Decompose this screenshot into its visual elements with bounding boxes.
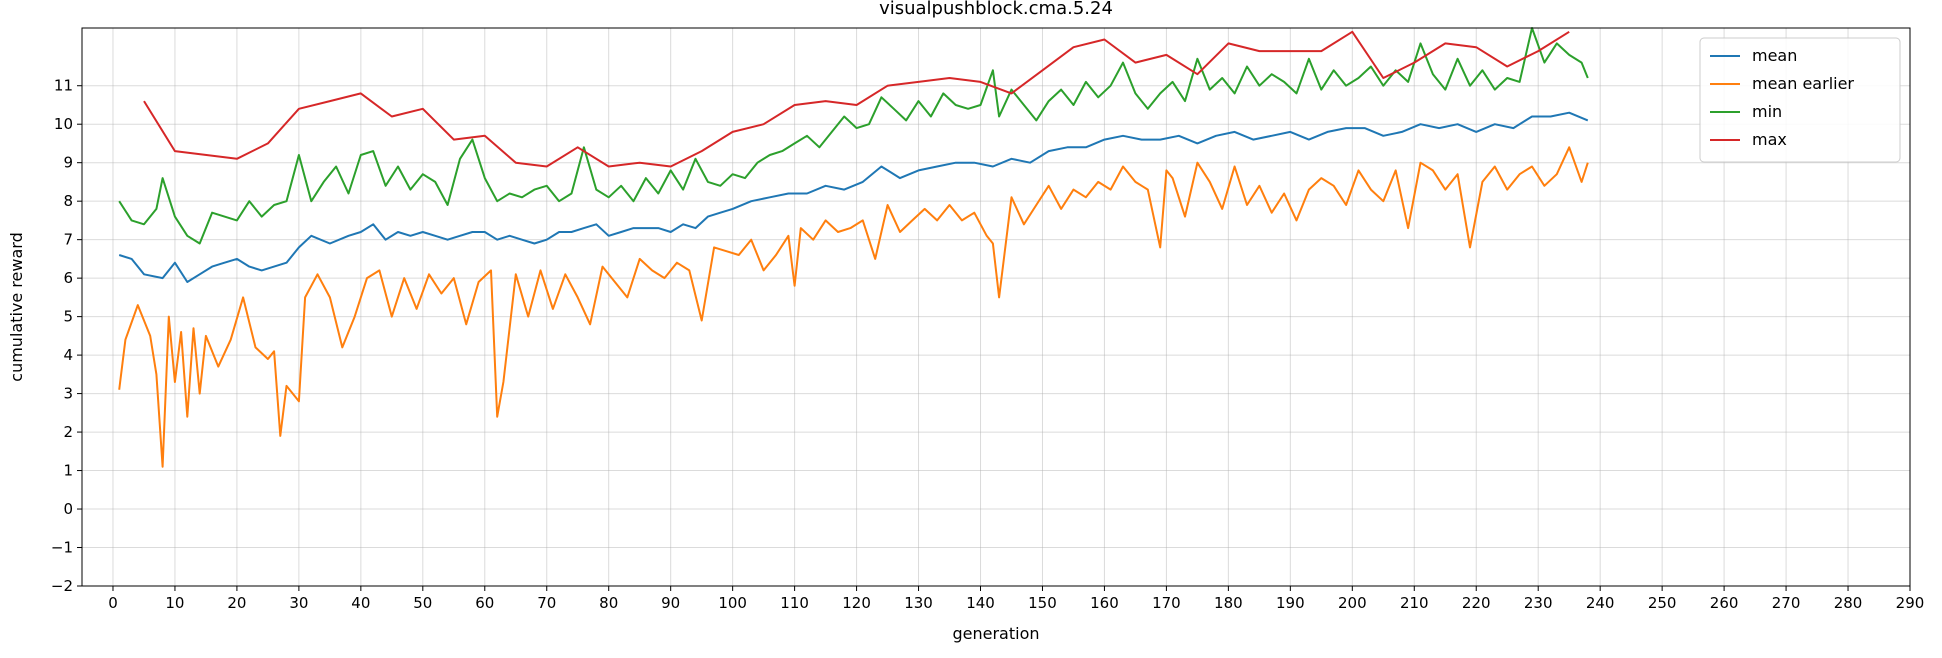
x-tick-label: 50 xyxy=(413,594,432,612)
x-tick-label: 90 xyxy=(661,594,680,612)
chart-title: visualpushblock.cma.5.24 xyxy=(879,0,1113,19)
x-tick-label: 110 xyxy=(780,594,809,612)
x-tick-label: 10 xyxy=(165,594,184,612)
x-tick-label: 130 xyxy=(904,594,933,612)
legend-label: mean earlier xyxy=(1752,74,1854,93)
x-tick-label: 180 xyxy=(1214,594,1243,612)
x-tick-label: 40 xyxy=(351,594,370,612)
x-tick-label: 220 xyxy=(1462,594,1491,612)
x-tick-label: 140 xyxy=(966,594,995,612)
y-tick-label: 6 xyxy=(63,269,73,287)
x-tick-label: 280 xyxy=(1834,594,1863,612)
x-tick-label: 70 xyxy=(537,594,556,612)
series-line-max xyxy=(143,30,1570,168)
x-tick-label: 200 xyxy=(1338,594,1367,612)
y-tick-label: 2 xyxy=(63,423,73,441)
x-tick-label: 120 xyxy=(842,594,871,612)
y-tick-label: −2 xyxy=(51,577,73,595)
x-tick-label: 260 xyxy=(1710,594,1739,612)
x-tick-label: 250 xyxy=(1648,594,1677,612)
legend-label: min xyxy=(1752,102,1782,121)
x-tick-label: 160 xyxy=(1090,594,1119,612)
x-tick-label: 80 xyxy=(599,594,618,612)
y-tick-label: 9 xyxy=(63,154,73,172)
grid xyxy=(82,28,1911,587)
x-tick-label: 240 xyxy=(1586,594,1615,612)
x-tick-label: 270 xyxy=(1772,594,1801,612)
series-line-mean-earlier xyxy=(118,146,1589,468)
x-tick-label: 150 xyxy=(1028,594,1057,612)
x-axis-ticks: 0 10 20 30 40 50 60 70 80 90 100 110 120 130 140 150 160… xyxy=(108,586,1924,612)
x-tick-label: 210 xyxy=(1400,594,1429,612)
plot-frame xyxy=(81,27,1911,587)
y-axis-ticks: −2 −1 0 1 2 3 4 5 6 7 8 9 10 11 xyxy=(51,77,82,595)
y-tick-label: 10 xyxy=(54,115,73,133)
y-tick-label: 0 xyxy=(63,500,73,518)
x-tick-label: 230 xyxy=(1524,594,1553,612)
legend-box xyxy=(1699,37,1901,163)
y-tick-label: 8 xyxy=(63,192,73,210)
y-tick-label: 11 xyxy=(54,77,73,95)
series-lines xyxy=(118,27,1589,468)
y-tick-label: 3 xyxy=(63,385,73,403)
series-line-min xyxy=(118,27,1589,245)
y-tick-label: 4 xyxy=(63,346,73,364)
x-axis-label: generation xyxy=(952,624,1039,643)
y-tick-label: 7 xyxy=(63,231,73,249)
legend-label: mean xyxy=(1752,46,1797,65)
x-tick-label: 20 xyxy=(227,594,246,612)
x-tick-label: 290 xyxy=(1896,594,1925,612)
x-tick-label: 170 xyxy=(1152,594,1181,612)
x-tick-label: 0 xyxy=(108,594,118,612)
series-line-mean xyxy=(118,111,1589,283)
x-tick-label: 190 xyxy=(1276,594,1305,612)
y-tick-label: −1 xyxy=(51,539,73,557)
legend: mean mean earlier min max xyxy=(1699,37,1901,163)
x-tick-label: 60 xyxy=(475,594,494,612)
legend-label: max xyxy=(1752,130,1787,149)
x-tick-label: 100 xyxy=(718,594,747,612)
y-tick-label: 5 xyxy=(63,308,73,326)
y-tick-label: 1 xyxy=(63,462,73,480)
y-axis-label: cumulative reward xyxy=(7,232,26,381)
x-tick-label: 30 xyxy=(289,594,308,612)
